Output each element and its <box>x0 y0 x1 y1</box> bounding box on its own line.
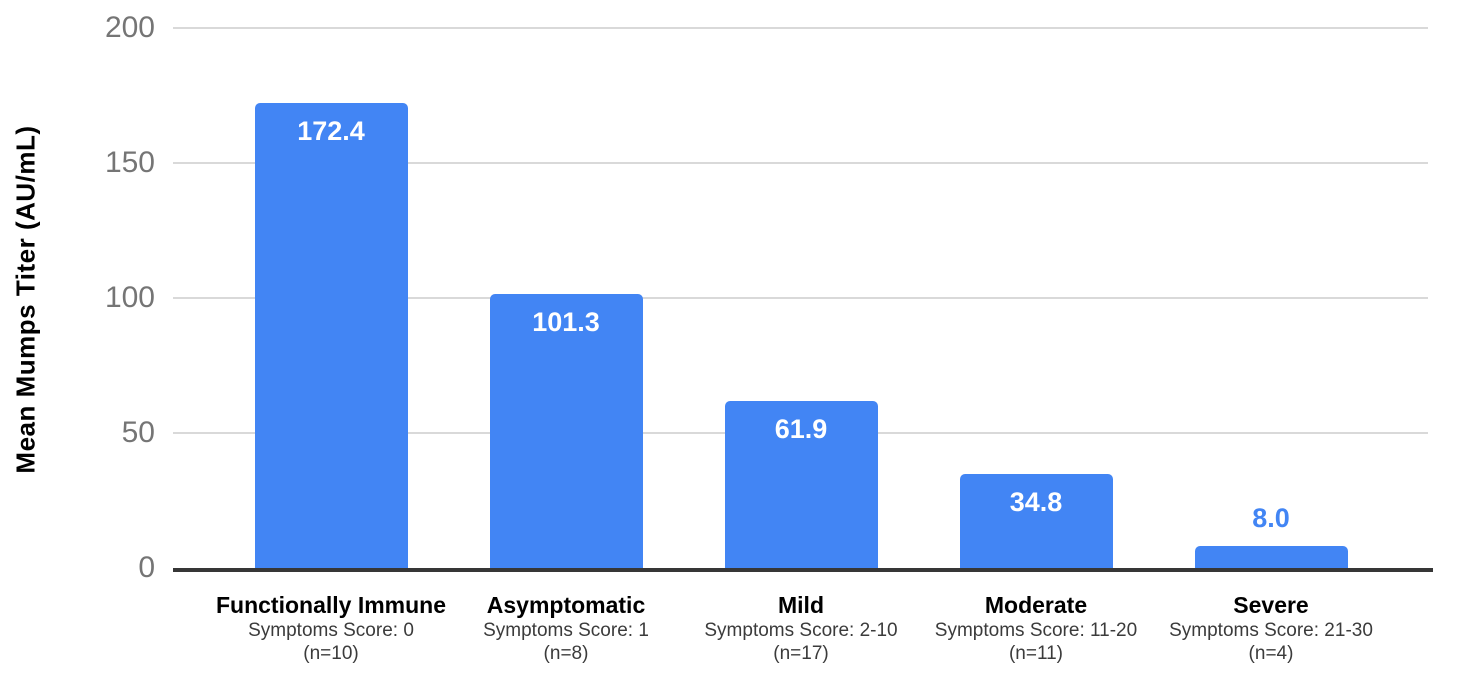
category-name: Moderate <box>984 592 1088 618</box>
category-name: Mild <box>778 592 824 618</box>
category-score-range: Symptoms Score: 1 <box>483 620 649 641</box>
gridline-100 <box>173 297 1428 299</box>
y-tick-100: 100 <box>104 281 155 314</box>
y-tick-50: 50 <box>121 416 155 449</box>
bar-severe[interactable] <box>1194 546 1348 568</box>
x-axis-line <box>173 568 1433 572</box>
category-sample-size: (n=17) <box>773 643 829 664</box>
category-label-severe: Severe Symptoms Score: 21-30 (n=4) <box>1141 591 1401 665</box>
bar-value-functionally-immune: 172.4 <box>297 115 365 146</box>
bar-value-severe: 8.0 <box>1252 503 1290 534</box>
category-label-moderate: Moderate Symptoms Score: 11-20 (n=11) <box>906 591 1166 665</box>
category-score-range: Symptoms Score: 2-10 <box>704 620 898 641</box>
bar-moderate[interactable] <box>959 474 1113 568</box>
bar-mild[interactable] <box>724 400 878 568</box>
category-score-range: Symptoms Score: 0 <box>248 620 414 641</box>
category-sample-size: (n=11) <box>1008 643 1064 664</box>
bar-value-asymptomatic: 101.3 <box>532 307 600 338</box>
category-name: Functionally Immune <box>215 592 447 618</box>
category-name: Asymptomatic <box>486 592 646 618</box>
category-sample-size: (n=4) <box>1248 643 1294 664</box>
bar-functionally-immune[interactable] <box>254 102 408 568</box>
category-label-functionally-immune: Functionally Immune Symptoms Score: 0 (n=1… <box>201 591 461 665</box>
bar-value-mild: 61.9 <box>774 413 828 444</box>
bar-asymptomatic[interactable] <box>489 294 643 568</box>
y-tick-150: 150 <box>104 146 155 179</box>
y-tick-0: 0 <box>138 551 155 584</box>
gridline-150 <box>173 162 1428 164</box>
category-score-range: Symptoms Score: 11-20 <box>934 620 1138 641</box>
bar-value-moderate: 34.8 <box>1009 487 1063 518</box>
category-sample-size: (n=10) <box>303 643 359 664</box>
category-sample-size: (n=8) <box>543 643 589 664</box>
category-label-asymptomatic: Asymptomatic Symptoms Score: 1 (n=8) <box>436 591 696 665</box>
category-name: Severe <box>1233 592 1309 618</box>
category-score-range: Symptoms Score: 21-30 <box>1169 620 1373 641</box>
gridline-200 <box>173 27 1428 29</box>
y-tick-200: 200 <box>104 11 155 44</box>
category-label-mild: Mild Symptoms Score: 2-10 (n=17) <box>671 591 931 665</box>
